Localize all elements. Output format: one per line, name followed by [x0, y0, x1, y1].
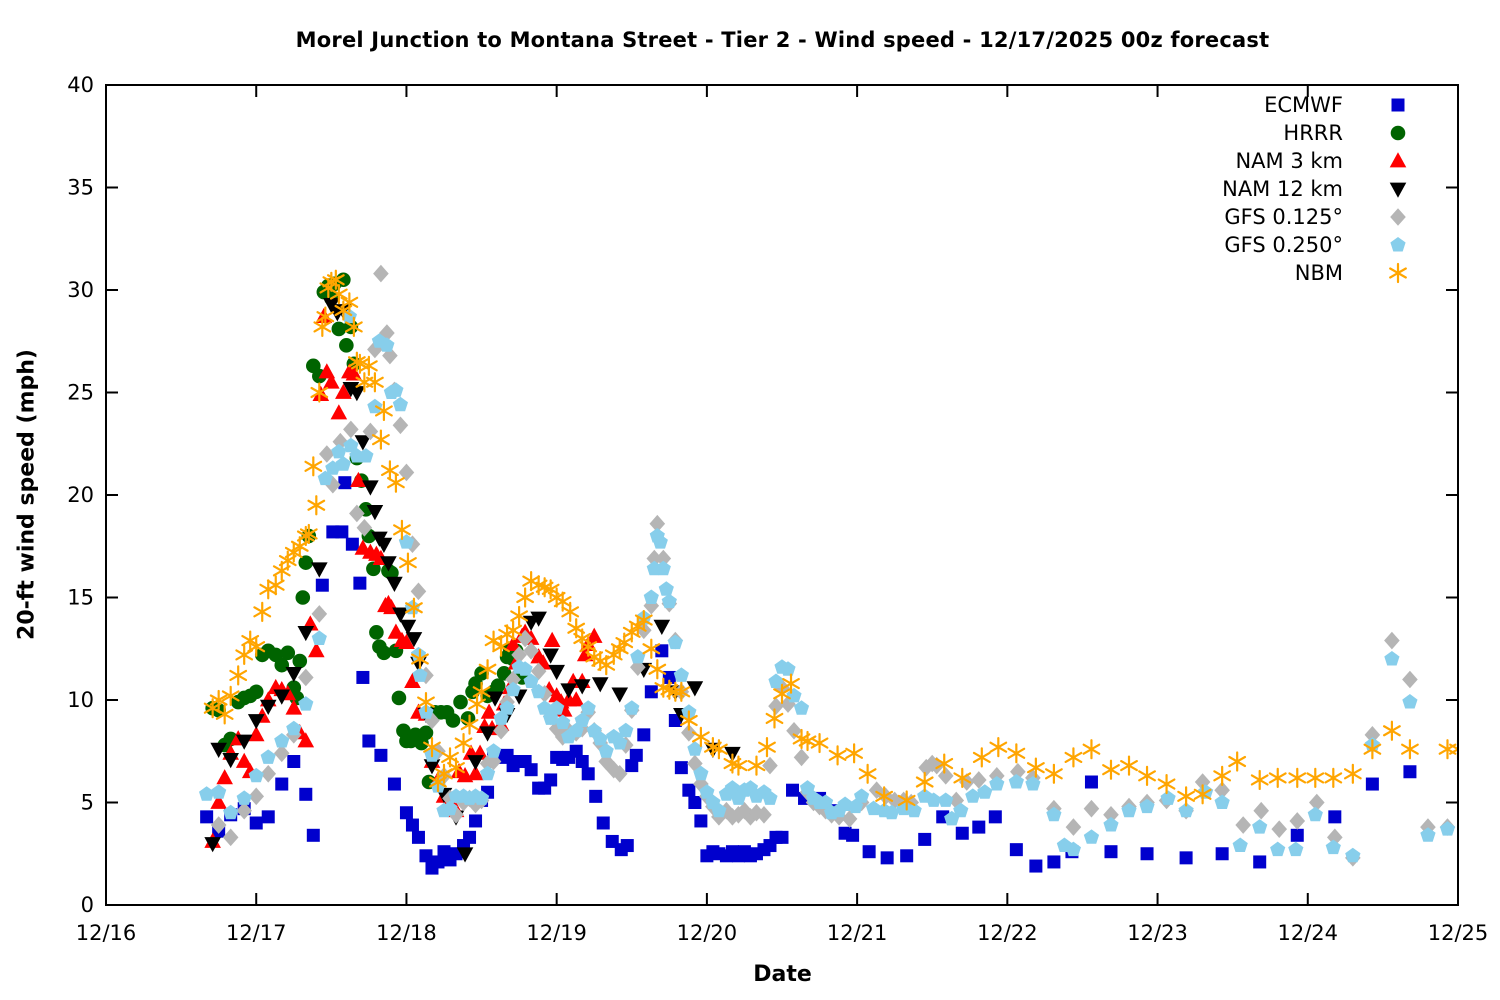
x-tick-label: 12/21 — [827, 921, 888, 945]
legend-label: NBM — [1294, 261, 1343, 285]
legend-label: HRRR — [1283, 121, 1343, 145]
y-tick-label: 5 — [81, 791, 94, 815]
legend-item-hrrr: HRRR — [1283, 119, 1411, 147]
chart-title: Morel Junction to Montana Street - Tier … — [295, 28, 1270, 52]
x-tick-label: 12/22 — [977, 921, 1038, 945]
y-tick-label: 0 — [81, 893, 94, 917]
legend: ECMWF HRRR NAM 3 km NAM 12 km GFS 0.125° GFS … — [1222, 91, 1411, 287]
series-nbm — [203, 269, 1459, 811]
square-marker-icon — [1391, 98, 1405, 112]
circle-marker-icon — [1390, 125, 1406, 141]
pentagon-marker-icon — [1390, 237, 1406, 252]
series-gfs-0-125- — [210, 264, 1456, 867]
asterisk-marker-icon — [1389, 262, 1407, 284]
legend-label: ECMWF — [1264, 93, 1343, 117]
y-axis-label: 20-ft wind speed (mph) — [14, 349, 40, 640]
legend-label: GFS 0.125° — [1224, 205, 1343, 229]
legend-item-gfs-0-125-: GFS 0.125° — [1224, 203, 1411, 231]
legend-item-nam-12-km: NAM 12 km — [1222, 175, 1411, 203]
series-nam-3-km — [204, 307, 603, 848]
legend-label: NAM 3 km — [1235, 149, 1343, 173]
y-tick-label: 35 — [67, 176, 94, 200]
legend-item-ecmwf: ECMWF — [1264, 91, 1411, 119]
x-tick-label: 12/18 — [376, 921, 437, 945]
legend-item-gfs-0-250-: GFS 0.250° — [1224, 231, 1411, 259]
y-tick-label: 25 — [67, 381, 94, 405]
x-axis-label: Date — [753, 962, 812, 987]
x-tick-label: 12/19 — [526, 921, 587, 945]
x-tick-label: 12/17 — [226, 921, 287, 945]
x-tick-label: 12/16 — [76, 921, 137, 945]
y-tick-label: 30 — [67, 278, 94, 302]
y-tick-label: 15 — [67, 586, 94, 610]
legend-label: GFS 0.250° — [1224, 233, 1343, 257]
y-tick-label: 10 — [67, 688, 94, 712]
legend-label: NAM 12 km — [1222, 177, 1343, 201]
plot-border — [105, 84, 1459, 906]
data-points — [199, 264, 1459, 875]
x-tick-label: 12/25 — [1428, 921, 1489, 945]
x-tick-label: 12/20 — [677, 921, 738, 945]
legend-item-nbm: NBM — [1295, 259, 1411, 287]
x-tick-label: 12/23 — [1127, 921, 1188, 945]
triangle-down-marker-icon — [1389, 182, 1407, 198]
x-tick-label: 12/24 — [1278, 921, 1339, 945]
legend-item-nam-3-km: NAM 3 km — [1235, 147, 1411, 175]
y-tick-label: 40 — [67, 73, 94, 97]
diamond-marker-icon — [1390, 208, 1406, 226]
triangle-up-marker-icon — [1389, 152, 1407, 168]
series-gfs-0-250- — [199, 308, 1456, 863]
y-tick-label: 20 — [67, 483, 94, 507]
